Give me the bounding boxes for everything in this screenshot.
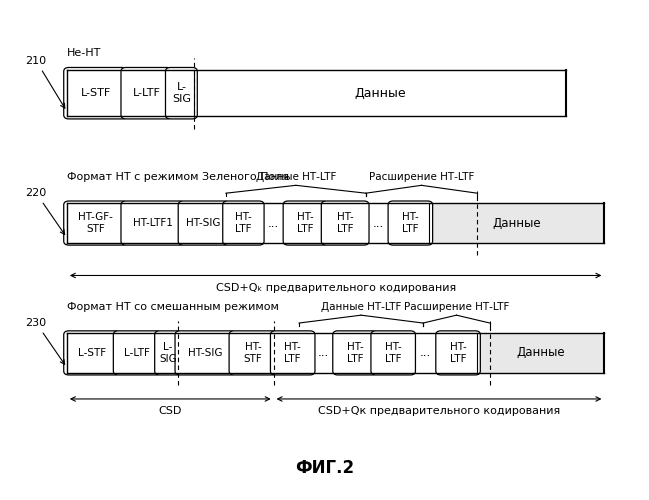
FancyBboxPatch shape [388,201,433,245]
FancyBboxPatch shape [64,331,119,375]
FancyBboxPatch shape [371,331,415,375]
Text: HT-
LTF: HT- LTF [385,342,402,363]
FancyBboxPatch shape [271,331,315,375]
FancyBboxPatch shape [154,331,182,375]
Text: HT-
LTF: HT- LTF [297,212,314,234]
Bar [477,334,604,372]
FancyBboxPatch shape [321,201,369,245]
FancyBboxPatch shape [223,201,264,245]
Text: HT-LTF1: HT-LTF1 [133,218,173,228]
Text: ...: ... [420,346,431,360]
Text: Данные: Данные [354,86,406,100]
Text: HT-GF-
STF: HT-GF- STF [78,212,113,234]
FancyBboxPatch shape [121,68,172,119]
Text: HT-SIG: HT-SIG [188,348,223,358]
FancyBboxPatch shape [121,201,184,245]
Text: HT-
LTF: HT- LTF [337,212,354,234]
Text: L-STF: L-STF [78,348,106,358]
Text: Расширение НТ-LTF: Расширение НТ-LTF [369,172,474,182]
Text: L-LTF: L-LTF [124,348,150,358]
Text: HT-SIG: HT-SIG [186,218,221,228]
FancyBboxPatch shape [229,331,276,375]
Text: L-LTF: L-LTF [132,88,160,98]
FancyBboxPatch shape [165,68,197,119]
Text: CSD+Qₖ предварительного кодирования: CSD+Qₖ предварительного кодирования [215,283,456,293]
Text: L-
SIG: L- SIG [159,342,177,363]
FancyBboxPatch shape [114,331,161,375]
Text: 210: 210 [25,56,65,108]
Text: L-
SIG: L- SIG [172,82,191,104]
Text: HT-
LTF: HT- LTF [347,342,363,363]
FancyBboxPatch shape [175,331,236,375]
Text: HT-
LTF: HT- LTF [402,212,419,234]
FancyBboxPatch shape [64,201,127,245]
FancyBboxPatch shape [333,331,377,375]
Text: ...: ... [318,346,330,360]
Text: HT-
LTF: HT- LTF [450,342,467,363]
FancyBboxPatch shape [436,331,480,375]
FancyBboxPatch shape [283,201,328,245]
Text: Не-НТ: Не-НТ [67,48,101,58]
Text: Данные: Данные [517,346,565,360]
Text: ...: ... [373,216,384,230]
Text: CSD+Qк предварительного кодирования: CSD+Qк предварительного кодирования [318,406,560,416]
Text: HT-
STF: HT- STF [243,342,262,363]
Text: Данные НТ-LTF: Данные НТ-LTF [256,172,336,182]
Text: 230: 230 [25,318,65,364]
Text: HT-
LTF: HT- LTF [284,342,301,363]
Text: Расширение НТ-LTF: Расширение НТ-LTF [404,302,509,312]
Bar [430,204,604,242]
Text: HT-
LTF: HT- LTF [235,212,252,234]
Text: Формат НТ со смешанным режимом: Формат НТ со смешанным режимом [67,302,279,312]
Text: Данные НТ-LTF: Данные НТ-LTF [321,302,401,312]
Text: ...: ... [268,216,279,230]
Text: 220: 220 [25,188,65,234]
FancyBboxPatch shape [64,68,127,119]
Text: Формат НТ с режимом Зеленого Поля: Формат НТ с режимом Зеленого Поля [67,172,289,182]
FancyBboxPatch shape [178,201,229,245]
Text: L-STF: L-STF [80,88,111,98]
Text: CSD: CSD [158,406,182,416]
Text: ФИГ.2: ФИГ.2 [295,459,354,477]
Text: Данные: Данные [493,216,541,230]
